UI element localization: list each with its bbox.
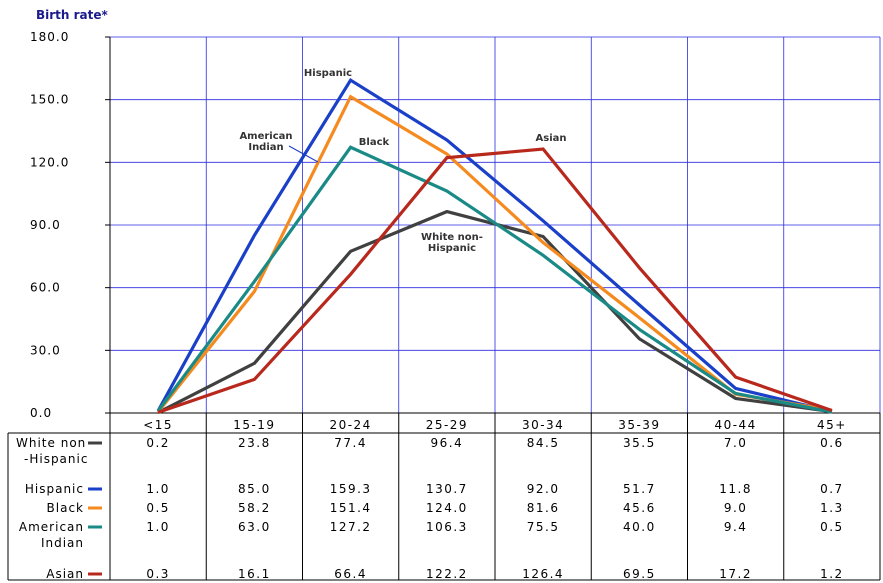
table-cell: 122.2: [426, 567, 468, 581]
table-cell: 66.4: [334, 567, 367, 581]
table-cell: 0.5: [146, 501, 170, 515]
x-tick-label: 40-44: [714, 418, 756, 432]
table-cell: 69.5: [623, 567, 656, 581]
table-cell: 124.0: [426, 501, 468, 515]
series-annotation: American: [239, 131, 292, 142]
table-cell: 16.1: [238, 567, 271, 581]
table-cell: 77.4: [334, 436, 367, 450]
table-cell: 1.2: [820, 567, 844, 581]
x-tick-label: 15-19: [233, 418, 275, 432]
table-cell: 159.3: [330, 482, 372, 496]
y-tick-label: 0.0: [30, 406, 52, 420]
table-cell: 151.4: [330, 501, 372, 515]
series-annotation: Indian: [248, 142, 283, 153]
table-row-label: Indian: [41, 536, 84, 550]
y-tick-label: 60.0: [30, 281, 61, 295]
series-annotation: Asian: [536, 133, 567, 144]
table-cell: 9.0: [724, 501, 748, 515]
y-axis-title: Birth rate*: [36, 8, 108, 22]
table-cell: 58.2: [238, 501, 271, 515]
table-cell: 126.4: [522, 567, 564, 581]
table-cell: 45.6: [623, 501, 656, 515]
y-tick-label: 150.0: [30, 93, 69, 107]
table-row-label: Asian: [46, 567, 84, 581]
table-cell: 92.0: [527, 482, 560, 496]
x-tick-label: <15: [143, 418, 173, 432]
table-cell: 0.2: [146, 436, 170, 450]
table-cell: 0.7: [820, 482, 844, 496]
series-annotation: White non-: [421, 232, 483, 243]
series-annotation: Hispanic: [428, 243, 476, 254]
table-cell: 96.4: [431, 436, 464, 450]
y-tick-label: 120.0: [30, 155, 69, 169]
series-line: [156, 77, 833, 414]
table-cell: 81.6: [527, 501, 560, 515]
table-cell: 1.3: [820, 501, 844, 515]
table-cell: 17.2: [719, 567, 752, 581]
table-cell: 84.5: [527, 436, 560, 450]
table-row-label: Black: [47, 501, 84, 515]
series-line: [156, 145, 833, 414]
table-cell: 1.0: [146, 520, 170, 534]
table-cell: 7.0: [724, 436, 748, 450]
table-row-label: -Hispanic: [24, 452, 88, 466]
table-row-label: White non: [16, 436, 86, 450]
x-tick-label: 20-24: [329, 418, 371, 432]
table-cell: 75.5: [527, 520, 560, 534]
series-annotation: Hispanic: [304, 68, 352, 79]
table-cell: 11.8: [719, 482, 752, 496]
table-cell: 1.0: [146, 482, 170, 496]
table-cell: 40.0: [623, 520, 656, 534]
y-tick-label: 30.0: [30, 343, 61, 357]
x-tick-label: 35-39: [618, 418, 660, 432]
x-tick-label: 25-29: [426, 418, 468, 432]
series-line: [157, 147, 833, 414]
y-tick-label: 90.0: [30, 218, 61, 232]
x-tick-label: 30-34: [522, 418, 564, 432]
y-tick-label: 180.0: [30, 30, 69, 44]
table-cell: 127.2: [330, 520, 372, 534]
annotation-leader: [288, 145, 319, 163]
table-cell: 0.3: [146, 567, 170, 581]
table-cell: 106.3: [426, 520, 468, 534]
table-cell: 0.5: [820, 520, 844, 534]
table-cell: 0.6: [820, 436, 844, 450]
table-row-label: American: [19, 520, 84, 534]
table-cell: 51.7: [623, 482, 656, 496]
x-tick-label: 45+: [817, 418, 847, 432]
table-cell: 63.0: [238, 520, 271, 534]
table-cell: 35.5: [623, 436, 656, 450]
table-cell: 9.4: [724, 520, 748, 534]
series-annotation: Black: [359, 137, 390, 148]
table-cell: 85.0: [238, 482, 271, 496]
table-cell: 23.8: [238, 436, 271, 450]
table-row-label: Hispanic: [25, 482, 84, 496]
table-cell: 130.7: [426, 482, 468, 496]
